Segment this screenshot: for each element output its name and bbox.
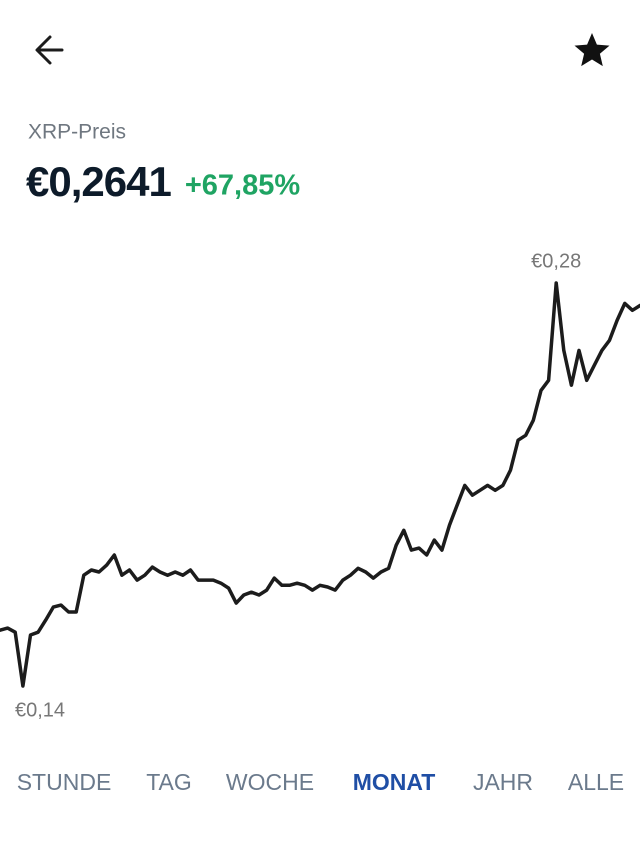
range-tabs: STUNDE TAG WOCHE MONAT JAHR ALLE	[17, 769, 624, 795]
price-chart: €0,28 €0,14	[0, 250, 640, 721]
max-price-label: €0,28	[531, 250, 581, 272]
range-tab[interactable]: ALLE	[568, 769, 624, 795]
price-line	[0, 281, 640, 688]
min-price-label: €0,14	[15, 699, 65, 721]
asset-title: XRP-Preis	[28, 121, 126, 144]
back-button[interactable]	[35, 35, 64, 65]
price: €0,2641	[26, 158, 171, 205]
range-tab[interactable]: WOCHE	[226, 769, 314, 795]
price-change: +67,85%	[185, 170, 301, 202]
range-tab[interactable]: STUNDE	[17, 769, 112, 795]
back-arrow[interactable]	[35, 35, 64, 65]
range-tab[interactable]: MONAT	[353, 769, 436, 795]
range-tab[interactable]: TAG	[146, 769, 192, 795]
range-tab[interactable]: JAHR	[473, 769, 533, 795]
favorite-star[interactable]	[574, 33, 610, 67]
